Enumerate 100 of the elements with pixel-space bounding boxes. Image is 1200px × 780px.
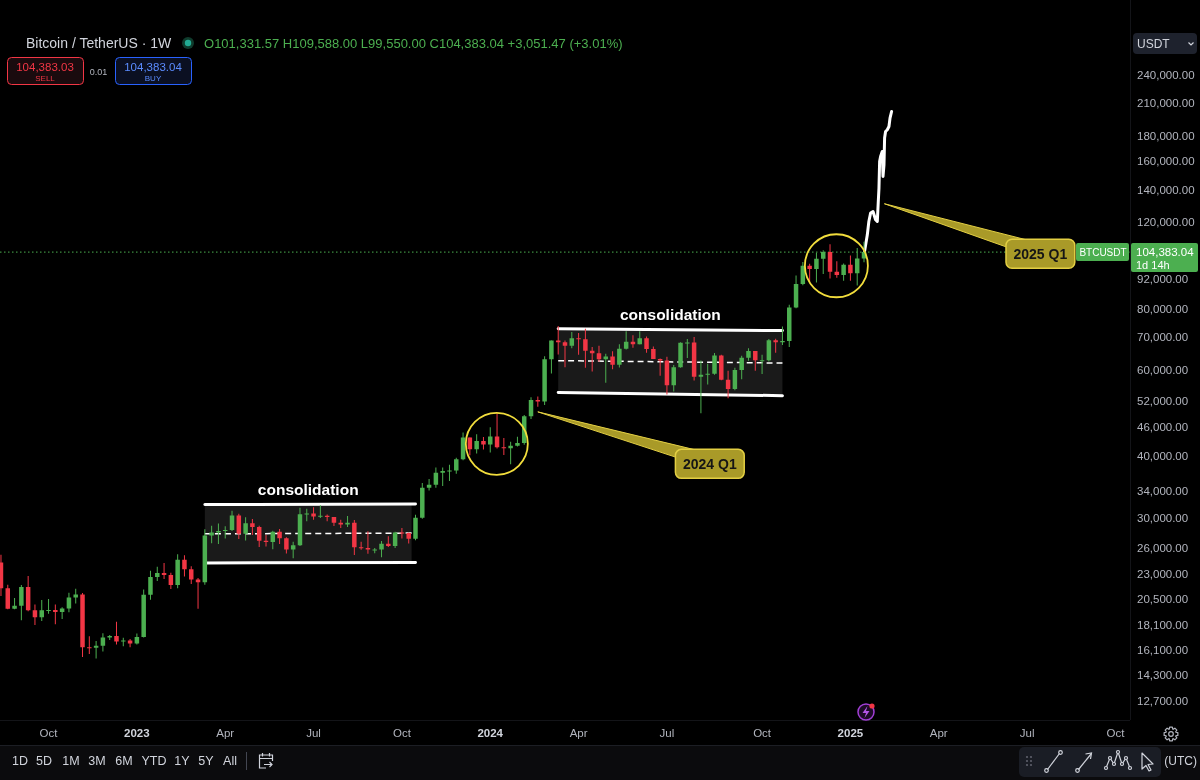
y-tick-label: 92,000.00 (1137, 273, 1189, 285)
candlestick (155, 566, 160, 581)
text: 1d 14h (1136, 259, 1170, 272)
candlestick (277, 528, 282, 544)
candlestick (93, 641, 99, 659)
y-tick-label: 140,000.00 (1137, 183, 1195, 196)
candlestick (311, 507, 316, 520)
candlestick (535, 396, 541, 407)
annotation: 2025 Q1 (1013, 245, 1068, 262)
candlestick (406, 532, 411, 544)
annotation: BTCUSDT (1079, 246, 1127, 258)
candlestick (454, 457, 459, 474)
candlestick (25, 576, 31, 612)
candlestick (175, 554, 180, 589)
x-tick-label: Jul (659, 727, 675, 739)
candlestick (352, 519, 357, 556)
candlestick (501, 438, 507, 455)
candlestick (420, 483, 425, 519)
candlestick (256, 525, 262, 548)
y-tick-label: 40,000.00 (1137, 450, 1189, 463)
candlestick (379, 541, 384, 558)
candlestick (644, 336, 649, 353)
y-tick-label: 30,000.00 (1137, 511, 1189, 524)
text: 1D (12, 754, 28, 768)
candlestick (657, 358, 663, 376)
candlestick (528, 397, 534, 419)
candlestick (555, 326, 561, 355)
candlestick (39, 599, 44, 621)
candlestick (114, 621, 119, 645)
x-tick-label: Jul (306, 727, 321, 739)
candlestick (773, 338, 778, 353)
text: 3M (88, 754, 106, 768)
candlestick (569, 331, 575, 349)
y-tick-label: 23,000.00 (1137, 568, 1189, 581)
y-tick-label: 26,000.00 (1137, 542, 1189, 555)
candlestick (623, 331, 629, 350)
text: All (223, 754, 237, 768)
candlestick (365, 531, 371, 554)
candlestick (488, 427, 493, 453)
candlestick (678, 342, 683, 368)
text: YTD (141, 754, 167, 768)
candlestick (685, 339, 690, 359)
candlestick (80, 593, 85, 658)
candlestick (290, 541, 296, 559)
annotation: 2024 Q1 (682, 455, 737, 472)
text: Bitcoin / TetherUS · 1W (26, 35, 173, 51)
candlestick (202, 529, 208, 585)
candlestick (433, 467, 439, 488)
y-tick-label: 46,000.00 (1137, 420, 1189, 433)
candlestick (583, 328, 588, 368)
candlestick (637, 331, 642, 345)
candlestick (304, 508, 310, 522)
candlestick (297, 507, 303, 547)
x-tick-label: 2023 (124, 727, 150, 739)
candlestick (100, 633, 106, 652)
candlestick (549, 340, 554, 374)
candlestick (596, 345, 602, 362)
candlestick (250, 518, 255, 535)
candlestick (759, 354, 765, 374)
candlestick (399, 527, 405, 539)
text: consolidation (619, 305, 721, 323)
candlestick (358, 541, 364, 550)
candlestick (576, 333, 581, 355)
x-tick-label: Apr (929, 727, 948, 739)
x-tick-label: Jul (1019, 727, 1035, 739)
candlestick (0, 554, 4, 597)
candlestick (698, 360, 704, 414)
candlestick (725, 370, 731, 399)
candlestick (664, 356, 670, 395)
candlestick (671, 365, 676, 392)
y-tick-label: 14,300.00 (1137, 669, 1189, 682)
x-tick-label: Oct (392, 727, 412, 739)
y-tick-label: 18,100.00 (1137, 619, 1189, 632)
x-tick-label: Apr (216, 727, 235, 739)
candlestick (630, 335, 636, 348)
text: 6M (115, 754, 133, 768)
candlestick (12, 597, 17, 610)
candlestick (413, 514, 418, 541)
y-tick-label: 12,700.00 (1137, 694, 1189, 707)
candlestick (617, 344, 622, 368)
candlestick (19, 585, 24, 621)
y-tick-label: 60,000.00 (1137, 364, 1189, 377)
candlestick (46, 598, 51, 614)
candlestick (195, 577, 201, 609)
y-tick-label: 210,000.00 (1137, 97, 1195, 110)
text: 1M (62, 754, 80, 768)
candlestick (243, 517, 248, 541)
annotation: BUY (144, 74, 162, 83)
candlestick (5, 584, 11, 610)
candlestick (141, 589, 146, 638)
y-tick-label: 120,000.00 (1137, 216, 1195, 229)
candlestick (392, 531, 398, 549)
candlestick (807, 263, 812, 282)
annotation: 104,383.03 (16, 60, 74, 73)
candlestick (73, 588, 78, 604)
annotation: 0.01 (89, 67, 108, 77)
candlestick (474, 434, 479, 454)
candlestick (589, 346, 595, 372)
y-tick-label: 240,000.00 (1137, 68, 1195, 81)
candlestick (32, 604, 38, 625)
